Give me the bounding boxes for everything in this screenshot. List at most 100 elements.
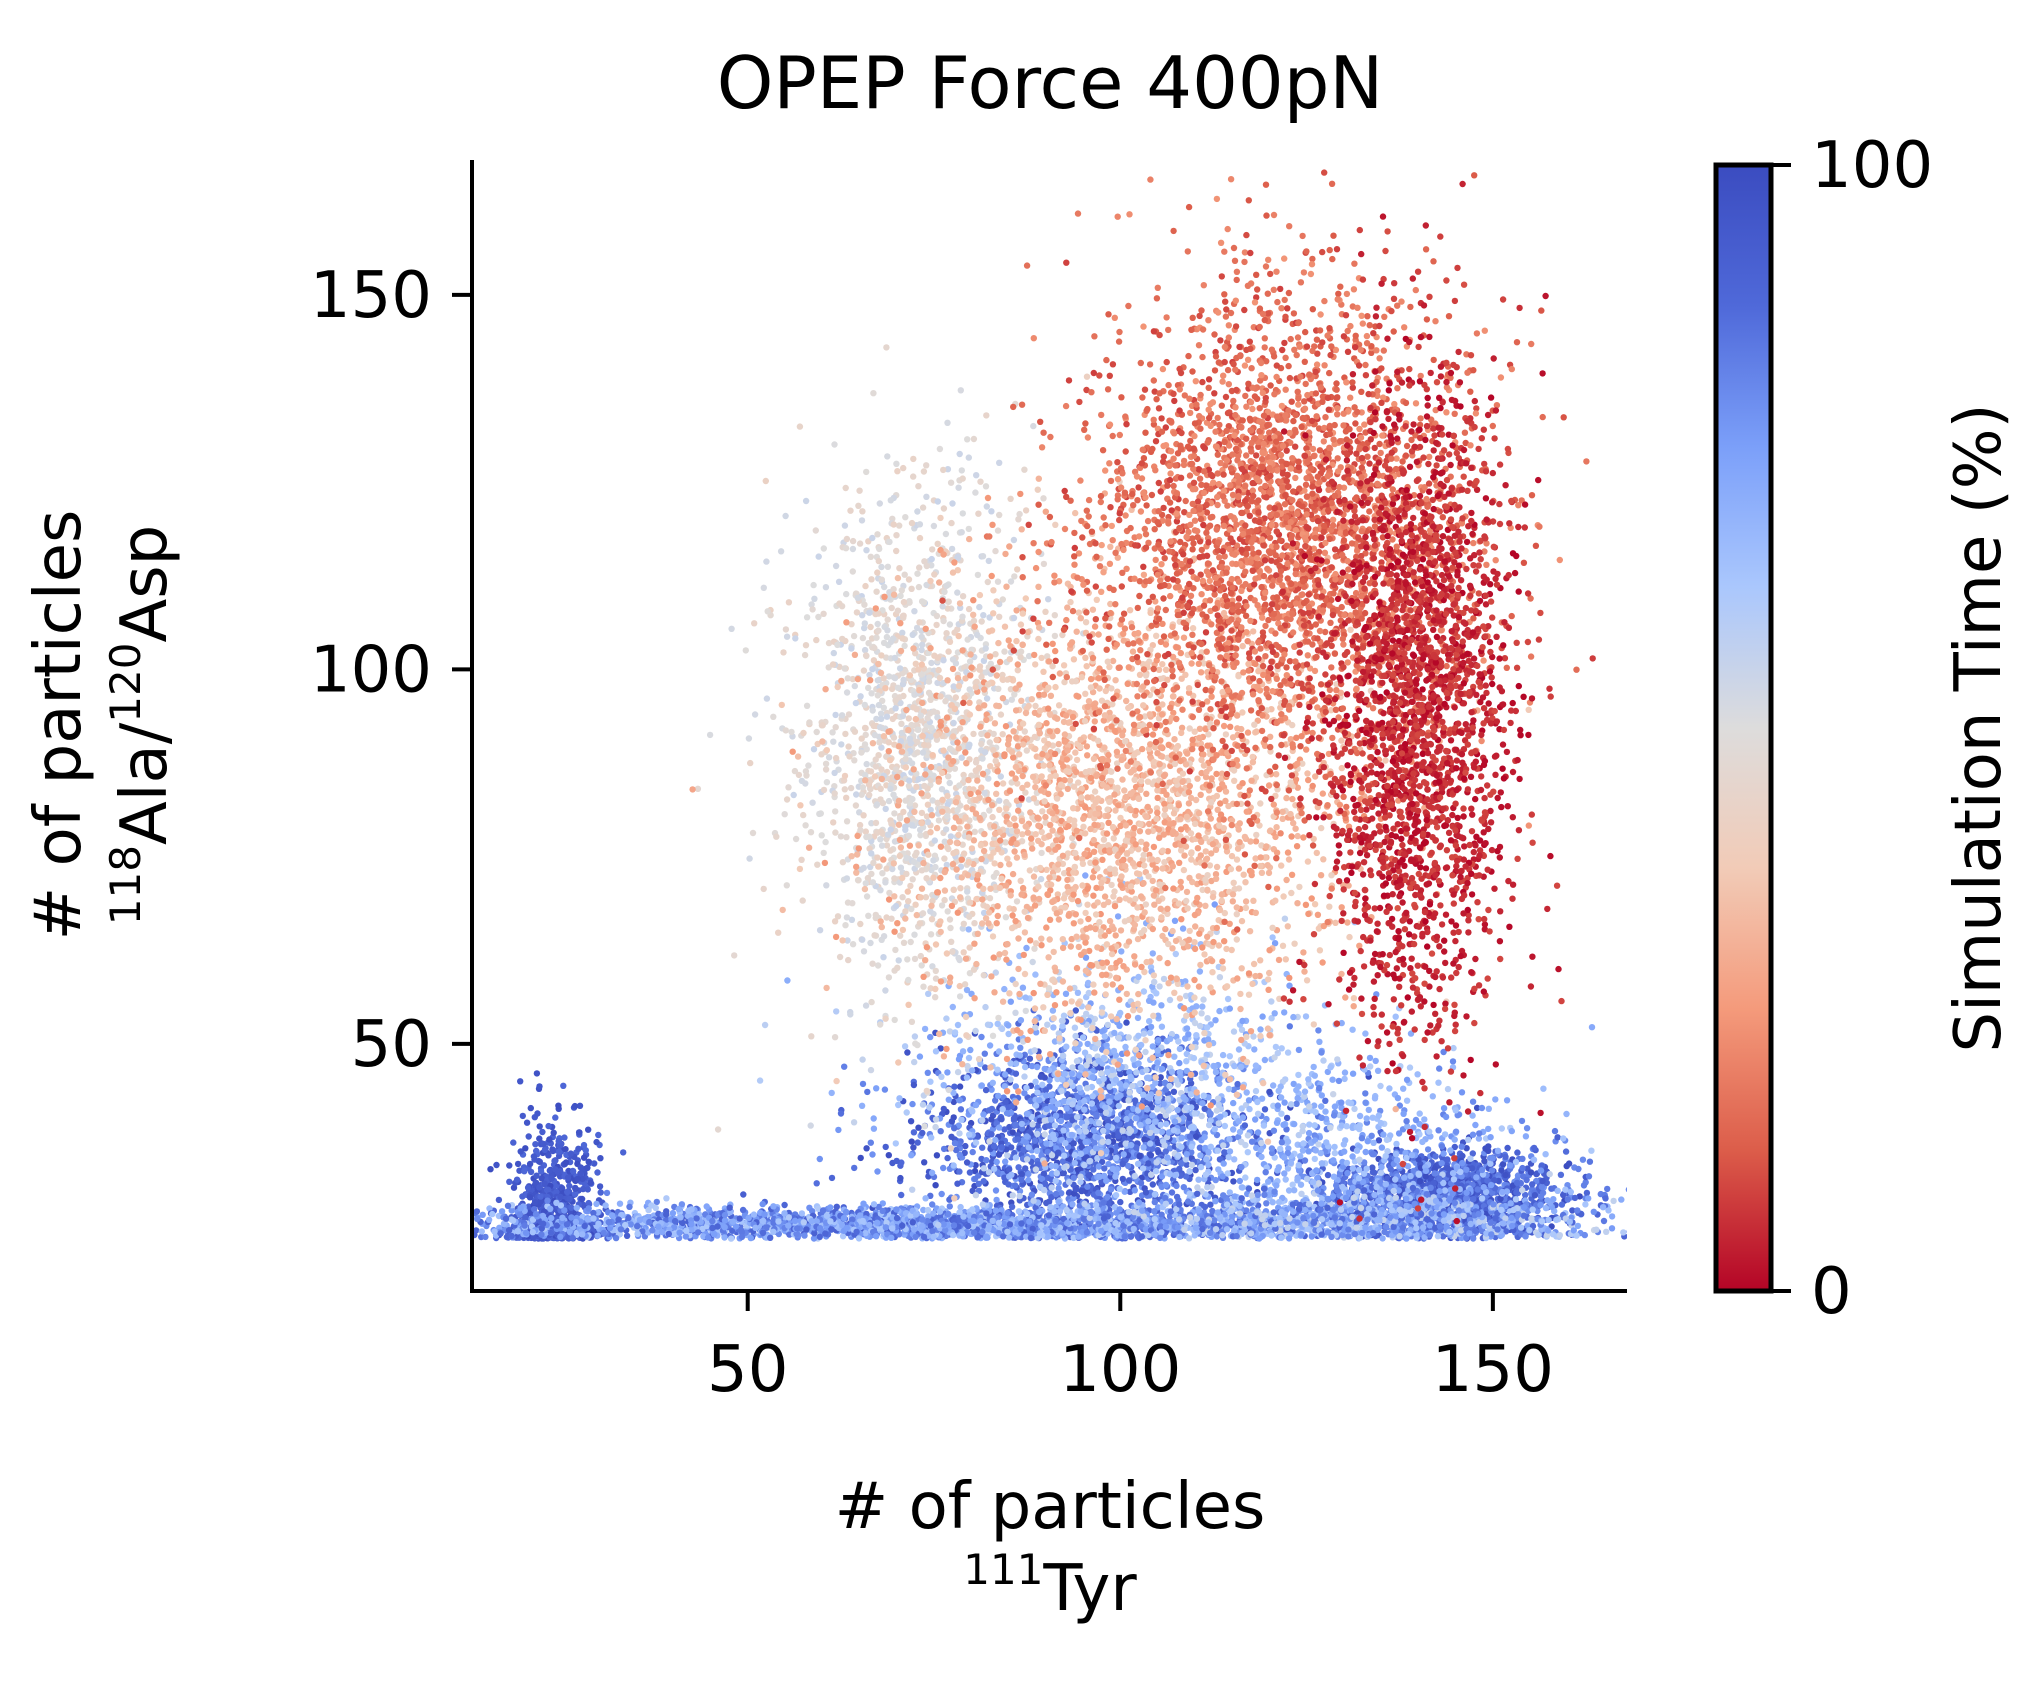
scatter-point [306,1213,312,1219]
scatter-point [1519,1155,1526,1163]
scatter-point [548,1175,555,1182]
scatter-point [595,1131,602,1139]
scatter-point [418,1224,424,1230]
scatter-point [1090,1127,1097,1134]
scatter-point [1468,1165,1476,1172]
scatter-point [349,1222,355,1228]
scatter-point [554,1169,561,1176]
scatter-point [940,1145,948,1153]
scatter-point [539,1128,546,1136]
scatter-point [985,1107,993,1114]
scatter-point [881,1086,889,1093]
scatter-point [564,1188,571,1196]
scatter-point [909,1100,916,1108]
scatter-point [1119,1160,1126,1168]
scatter-point [594,1232,601,1239]
scatter-point [487,1166,494,1173]
scatter-point [419,1210,425,1216]
scatter-point [1558,1201,1566,1208]
scatter-point [1458,1143,1465,1150]
scatter-point [560,1082,567,1090]
scatter-point [1236,1177,1244,1185]
scatter-point [1010,1115,1018,1122]
scatter-point [721,1234,728,1241]
scatter-point [526,1194,534,1201]
scatter-point [914,1139,921,1146]
scatter-point [835,1126,842,1134]
scatter-point [473,1208,481,1215]
scatter-point [433,1221,439,1227]
scatter-point [781,1201,788,1209]
scatter-point [1669,1186,1675,1192]
scatter-point [545,1186,552,1194]
scatter-point [969,1148,976,1156]
scatter-point [1142,1189,1150,1196]
scatter-point [980,1178,987,1185]
scatter-point [1090,1166,1097,1173]
scatter-point [433,1219,439,1225]
scatter-point [580,1141,588,1149]
scatter-point [857,1154,864,1162]
scatter-point [1531,1192,1539,1199]
scatter-point [898,1191,905,1199]
scatter-point [506,1178,513,1186]
scatter-point [415,1210,421,1216]
scatter-point [519,1112,526,1120]
scatter-point [983,1157,990,1164]
scatter-point [908,1138,915,1145]
scatter-point [1694,1220,1700,1226]
scatter-point [910,1081,918,1089]
scatter-point [841,1063,848,1070]
scatter-point [927,1033,934,1041]
scatter-point [597,1189,604,1196]
scatter-point [1026,1055,1034,1062]
scatter-point [538,1231,545,1238]
scatter-point [1125,1177,1133,1184]
scatter-point [1052,1190,1060,1198]
scatter-point [1562,1148,1570,1155]
scatter-point [864,1088,871,1096]
scatter-point [544,1197,551,1204]
scatter-point [910,1144,917,1151]
scatter-point [1070,1140,1077,1147]
scatter-point [541,1180,548,1188]
scatter-point [550,1129,557,1137]
scatter-point [549,1147,557,1155]
scatter-point [1084,1183,1091,1190]
scatter-point [1028,1191,1036,1198]
scatter-point [1095,1189,1102,1197]
scatter-point [587,1179,594,1186]
scatter-point [521,1167,528,1174]
scatter-point [323,1213,329,1219]
scatter-point [1072,1185,1079,1193]
scatter-point [1575,1165,1582,1173]
scatter-point [897,1174,904,1182]
scatter-point [411,1219,417,1225]
scatter-point [536,1158,543,1166]
scatter-point [566,1195,573,1203]
scatter-point [1283,1114,1291,1122]
scatter-point [557,1193,564,1201]
scatter-point [1513,1179,1521,1187]
scatter-point [545,1152,552,1159]
scatter-point [1192,1133,1200,1140]
scatter-point [882,1143,889,1151]
scatter-point [463,1209,469,1215]
scatter-point [1057,1117,1065,1125]
scatter-point [1661,1141,1667,1147]
scatter-point [924,1069,931,1077]
scatter-point [739,1206,747,1214]
scatter-point [798,1210,806,1217]
scatter-point [1018,1171,1025,1178]
scatter-point [990,1143,998,1150]
scatter-point [585,1158,592,1166]
scatter-point [1444,1156,1451,1163]
scatter-point [1234,1080,1241,1088]
scatter-point [921,1159,928,1166]
scatter-point [1504,1144,1511,1152]
scatter-point [495,1196,503,1204]
scatter-point [885,1152,892,1159]
scatter-point [837,1110,845,1117]
scatter-point [1186,1133,1194,1140]
scatter-point [933,1152,941,1159]
